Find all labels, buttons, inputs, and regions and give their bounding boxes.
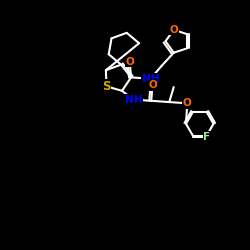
Text: O: O <box>148 80 157 90</box>
Text: F: F <box>203 132 210 142</box>
Text: O: O <box>170 25 178 35</box>
Text: O: O <box>183 98 192 108</box>
Text: O: O <box>126 57 134 67</box>
Text: S: S <box>102 80 111 93</box>
Text: NH: NH <box>142 74 159 84</box>
Text: NH: NH <box>124 94 142 104</box>
